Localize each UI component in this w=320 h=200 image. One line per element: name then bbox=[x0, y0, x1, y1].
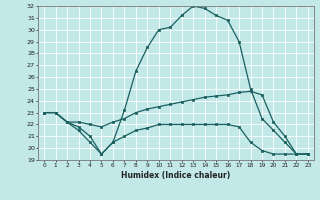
X-axis label: Humidex (Indice chaleur): Humidex (Indice chaleur) bbox=[121, 171, 231, 180]
